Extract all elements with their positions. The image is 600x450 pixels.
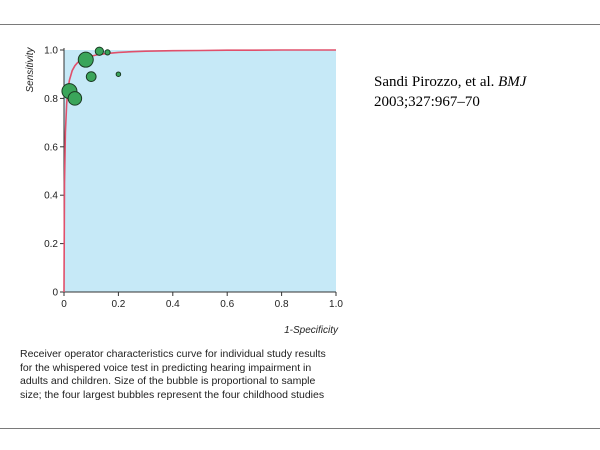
plot-background: [64, 50, 336, 292]
bottom-divider: [0, 428, 600, 429]
citation-reference: 2003;327:967–70: [374, 94, 480, 110]
citation-journal: BMJ: [498, 74, 527, 90]
figure-caption: Receiver operator characteristics curve …: [20, 348, 340, 402]
x-tick-label: 0.2: [111, 299, 125, 310]
y-tick-label: 0: [52, 288, 58, 299]
x-tick-label: 1.0: [329, 299, 343, 310]
y-tick-label: 0.2: [44, 239, 58, 250]
x-tick-label: 0.6: [220, 299, 234, 310]
study-bubble: [104, 49, 111, 56]
study-bubble: [115, 71, 122, 77]
caption-line: Receiver operator characteristics curve …: [20, 348, 326, 360]
caption-line: for the whispered voice test in predicti…: [20, 361, 312, 374]
x-tick-label: 0.4: [166, 299, 180, 310]
study-bubble: [67, 91, 83, 106]
study-bubble: [85, 71, 97, 82]
x-axis-label: 1-Specificity: [284, 325, 339, 336]
x-tick-label: 0: [61, 299, 67, 310]
x-tick-label: 0.8: [275, 299, 289, 310]
y-axis-label: Sensitivity: [25, 46, 36, 92]
citation: Sandi Pirozzo, et al. BMJ 2003;327:967–7…: [374, 72, 526, 112]
caption-line: adults and children. Size of the bubble …: [20, 375, 316, 387]
caption-line: size; the four largest bubbles represent…: [20, 388, 325, 401]
y-tick-label: 0.4: [44, 191, 58, 202]
plot-area: 0 0.2 0.4 0.6 0.8 1.0 0 0.2 0.4 0.6 0.8 1.0: [44, 46, 343, 311]
top-divider: [0, 24, 600, 25]
study-bubble: [94, 46, 104, 56]
citation-authors: Sandi Pirozzo, et al.: [374, 74, 495, 90]
study-bubble: [77, 51, 94, 68]
y-tick-label: 0.8: [44, 94, 58, 105]
y-tick-label: 0.6: [44, 142, 58, 153]
roc-chart: 0 0.2 0.4 0.6 0.8 1.0 0 0.2 0.4 0.6 0.8 1.0 Sensiti…: [25, 46, 343, 337]
y-tick-label: 1.0: [44, 46, 58, 57]
